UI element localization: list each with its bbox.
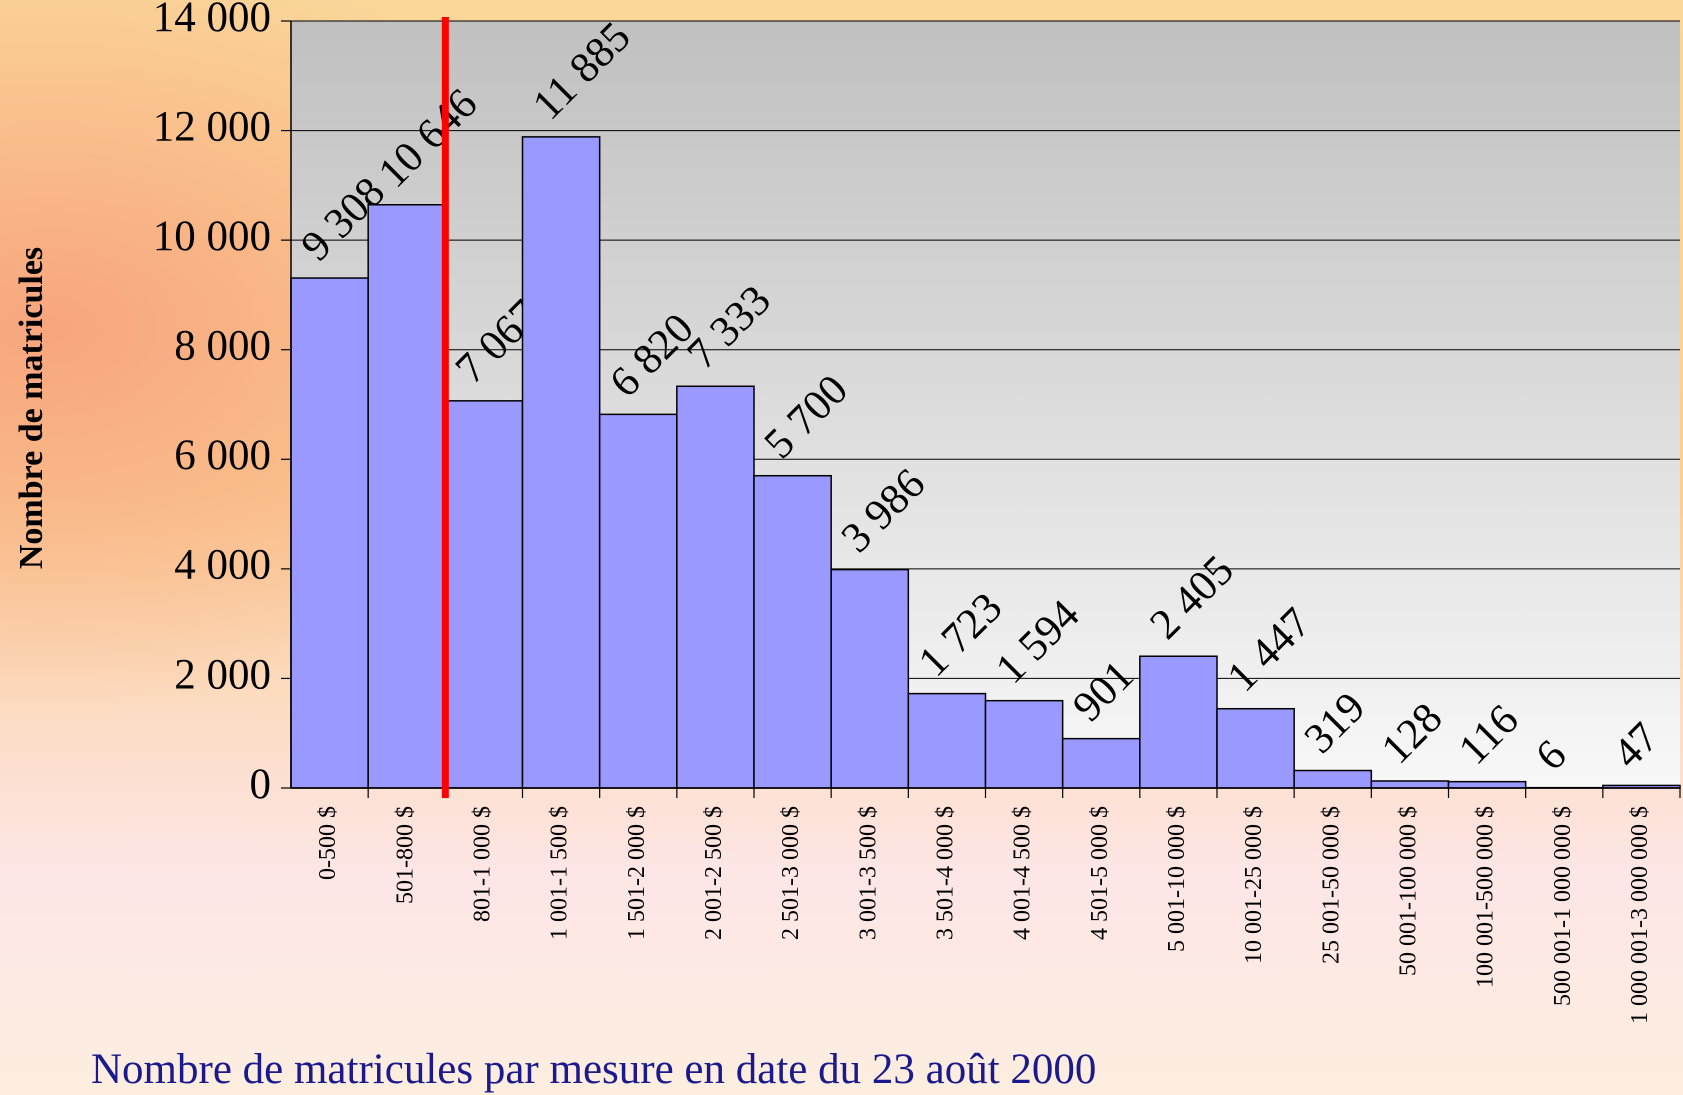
- y-tick-label: 12 000: [153, 103, 271, 150]
- bar: [830, 568, 910, 789]
- bar: [1139, 655, 1218, 789]
- x-tick-label: 0-500 $: [315, 806, 341, 880]
- y-tick-label: 0: [250, 761, 272, 808]
- y-tick-label: 14 000: [153, 0, 271, 41]
- x-tick-label: 2 001-2 500 $: [701, 806, 727, 940]
- x-tick-label: 10 001-25 000 $: [1241, 806, 1267, 964]
- bar: [676, 385, 755, 789]
- x-tick-label: 2 501-3 000 $: [778, 806, 804, 940]
- y-tick-label: 10 000: [153, 213, 271, 260]
- x-tick-label: 3 001-3 500 $: [855, 806, 881, 940]
- bar: [984, 699, 1064, 789]
- x-tick-label: 1 501-2 000 $: [624, 806, 650, 940]
- bar: [444, 400, 524, 789]
- bar: [753, 474, 832, 789]
- bar: [598, 413, 678, 789]
- bar: [1061, 737, 1141, 789]
- y-tick-label: 6 000: [174, 432, 271, 479]
- x-tick-label: 501-800 $: [392, 806, 418, 904]
- bar: [907, 692, 987, 789]
- x-tick-label: 5 001-10 000 $: [1164, 806, 1190, 952]
- x-tick-label: 25 001-50 000 $: [1318, 806, 1344, 964]
- bar: [1293, 769, 1373, 789]
- bar: [1370, 780, 1450, 789]
- y-axis-title: Nombre de matricules: [13, 247, 50, 569]
- bar: [367, 204, 447, 789]
- y-tick-label: 8 000: [174, 323, 271, 370]
- bar: [290, 277, 369, 789]
- x-tick-label: 100 001-500 000 $: [1473, 806, 1499, 988]
- bar: [1216, 707, 1295, 789]
- bar: [521, 136, 601, 789]
- x-tick-label: 4 501-5 000 $: [1087, 806, 1113, 940]
- x-tick-label: 50 001-100 000 $: [1395, 806, 1421, 976]
- chart-title: Nombre de matricules par mesure en date …: [91, 1046, 1096, 1093]
- x-tick-label: 801-1 000 $: [469, 806, 495, 922]
- x-tick-label: 1 000 001-3 000 000 $: [1627, 806, 1653, 1024]
- x-tick-label: 500 001-1 000 000 $: [1550, 806, 1576, 1006]
- x-tick-label: 1 001-1 500 $: [547, 806, 573, 940]
- x-tick-label: 3 501-4 000 $: [932, 806, 958, 940]
- y-tick-label: 2 000: [174, 651, 271, 698]
- bar: [1447, 780, 1527, 789]
- y-tick-label: 4 000: [174, 542, 271, 589]
- x-tick-label: 4 001-4 500 $: [1010, 806, 1036, 940]
